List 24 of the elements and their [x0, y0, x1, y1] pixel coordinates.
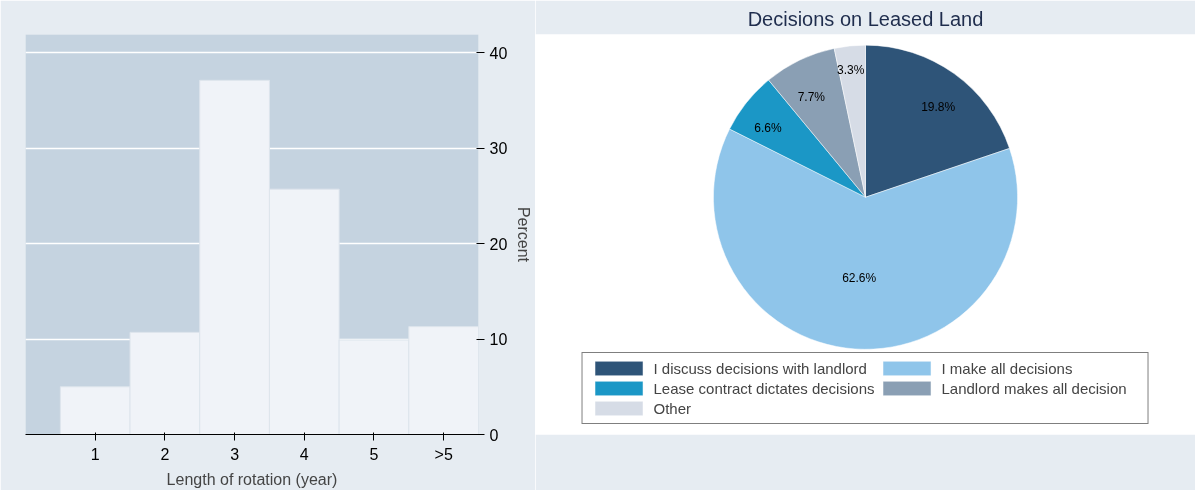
y-axis-title: Percent — [515, 206, 533, 263]
legend-label: Landlord makes all decision — [941, 379, 1128, 397]
data-label: 6.6% — [754, 120, 782, 135]
x-tick-label: 1 — [90, 445, 100, 463]
y-tick-label: 0 — [489, 426, 499, 444]
data-label: 3.3% — [837, 63, 865, 78]
y-tick-label: 30 — [489, 140, 508, 158]
x-tick-label: 2 — [160, 445, 170, 463]
legend-label: I make all decisions — [941, 359, 1074, 377]
x-axis-title: Length of rotation (year) — [166, 470, 338, 488]
legend-label: I discuss decisions with landlord — [653, 359, 867, 377]
y-tick-label: 10 — [489, 331, 508, 349]
x-tick-label: 4 — [299, 445, 309, 463]
x-tick-label: >5 — [434, 445, 453, 463]
data-label: 62.6% — [842, 271, 877, 286]
y-tick-label: 40 — [489, 44, 508, 62]
data-label: 19.8% — [921, 99, 956, 114]
x-tick-label: 5 — [369, 445, 379, 463]
y-tick-label: 20 — [489, 235, 508, 253]
legend-label: Other — [653, 399, 693, 417]
chart-title: Decisions on Leased Land — [747, 7, 984, 30]
x-tick-label: 3 — [230, 445, 240, 463]
data-label: 7.7% — [797, 90, 826, 105]
legend-label: Lease contract dictates decisions — [653, 379, 875, 397]
